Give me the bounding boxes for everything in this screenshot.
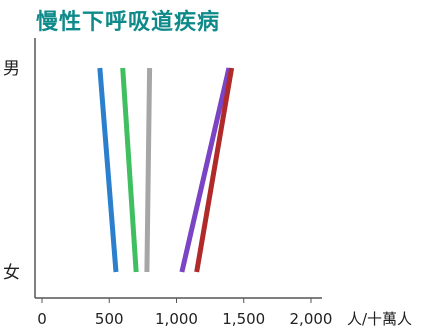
x-tick-label: 0	[37, 310, 47, 328]
x-axis-label: 人/十萬人	[347, 310, 412, 328]
series-line	[97, 67, 119, 273]
series-lines	[97, 67, 235, 273]
x-tick-label: 1,000	[155, 310, 198, 328]
series-line	[120, 67, 139, 273]
series-line	[144, 67, 153, 273]
x-tick-label: 500	[95, 310, 124, 328]
category-label: 男	[3, 59, 20, 79]
series-line	[179, 67, 232, 273]
x-tick-label: 2,000	[290, 310, 333, 328]
category-label: 女	[3, 263, 20, 283]
series-line	[194, 67, 235, 273]
axis-labels: 0 500 1,000 1,500 2,000 人/十萬人 男女	[3, 59, 412, 328]
x-tick-label: 1,500	[222, 310, 265, 328]
axes	[34, 38, 322, 303]
chart-title: 慢性下呼吸道疾病	[36, 10, 221, 35]
